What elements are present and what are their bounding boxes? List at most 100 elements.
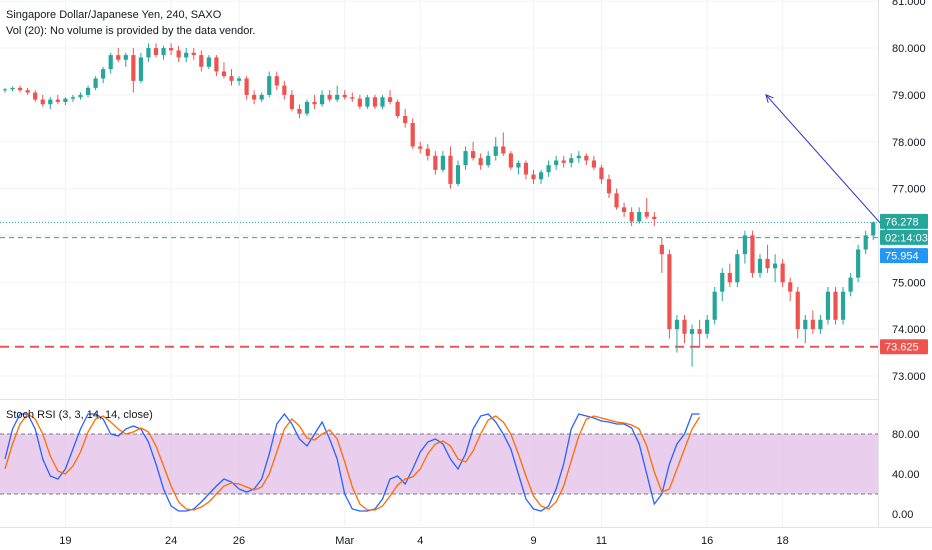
candle[interactable] — [848, 277, 853, 292]
candle[interactable] — [659, 244, 664, 255]
candle[interactable] — [312, 101, 317, 105]
candle[interactable] — [546, 165, 551, 173]
stoch-k-line[interactable] — [4, 412, 700, 512]
candle[interactable] — [229, 76, 234, 81]
candle[interactable] — [501, 146, 506, 154]
candle[interactable] — [486, 155, 491, 166]
candle[interactable] — [856, 249, 861, 278]
candle[interactable] — [471, 151, 476, 159]
candle[interactable] — [735, 254, 740, 283]
candle[interactable] — [335, 94, 340, 100]
candle[interactable] — [863, 235, 868, 250]
candle[interactable] — [244, 78, 249, 95]
candle[interactable] — [516, 162, 521, 168]
candle[interactable] — [833, 291, 838, 320]
stoch-rsi-pane[interactable] — [0, 412, 878, 512]
candle[interactable] — [440, 155, 445, 170]
candle[interactable] — [561, 160, 566, 163]
candle[interactable] — [705, 319, 710, 334]
candle[interactable] — [138, 57, 143, 81]
candle[interactable] — [720, 272, 725, 292]
candle[interactable] — [667, 254, 672, 330]
candle[interactable] — [25, 90, 30, 93]
projection-arrow[interactable] — [765, 94, 894, 238]
candle[interactable] — [433, 155, 438, 170]
candle[interactable] — [55, 99, 60, 102]
candle[interactable] — [840, 291, 846, 320]
candle[interactable] — [765, 258, 770, 269]
candle[interactable] — [478, 158, 483, 166]
candle[interactable] — [418, 146, 423, 149]
candle[interactable] — [123, 55, 128, 60]
candle[interactable] — [161, 48, 166, 56]
candle[interactable] — [448, 155, 453, 184]
stoch-d-line[interactable] — [4, 413, 701, 511]
candle[interactable] — [712, 291, 717, 320]
candle[interactable] — [493, 146, 498, 156]
candle[interactable] — [395, 101, 400, 116]
candle[interactable] — [274, 76, 279, 86]
candle[interactable] — [342, 94, 347, 98]
candle[interactable] — [773, 263, 778, 269]
candle[interactable] — [48, 99, 53, 105]
candle[interactable] — [750, 235, 755, 273]
candle[interactable] — [606, 179, 612, 194]
candle[interactable] — [508, 153, 513, 168]
candle[interactable] — [788, 282, 793, 292]
candle[interactable] — [85, 87, 91, 95]
candle[interactable] — [697, 329, 702, 334]
candle[interactable] — [425, 148, 430, 156]
candle[interactable] — [357, 98, 362, 107]
candle[interactable] — [682, 319, 687, 334]
candle[interactable] — [410, 123, 415, 147]
time-axis[interactable]: 19 24 26 Mar 4 9 11 16 18 — [59, 535, 789, 547]
candle[interactable] — [387, 97, 393, 102]
candle[interactable] — [259, 94, 264, 100]
price-label-level[interactable]: 75.954 — [880, 248, 928, 264]
candle[interactable] — [538, 172, 544, 180]
candle[interactable] — [622, 207, 627, 213]
candle[interactable] — [523, 162, 529, 175]
price-label-countdown[interactable]: 02:14:03 — [880, 229, 928, 245]
candle[interactable] — [350, 97, 355, 99]
candle[interactable] — [289, 94, 294, 109]
candle[interactable] — [18, 87, 23, 91]
candle[interactable] — [629, 212, 634, 222]
candle[interactable] — [199, 55, 204, 67]
candle[interactable] — [169, 48, 174, 51]
candle[interactable] — [689, 329, 695, 334]
candle[interactable] — [674, 319, 680, 330]
candle[interactable] — [176, 50, 181, 58]
candle[interactable] — [803, 319, 808, 330]
candle[interactable] — [267, 76, 272, 95]
candle[interactable] — [742, 235, 747, 255]
candle[interactable] — [599, 167, 604, 180]
candle[interactable] — [591, 160, 596, 168]
price-label-support[interactable]: 73.625 — [880, 339, 928, 355]
candle[interactable] — [146, 48, 151, 58]
candle[interactable] — [644, 212, 649, 217]
candle[interactable] — [531, 174, 536, 180]
candle[interactable] — [206, 57, 211, 67]
price-pane[interactable] — [0, 43, 894, 367]
candle[interactable] — [2, 89, 8, 91]
candle[interactable] — [221, 71, 227, 77]
price-label-last[interactable]: 76.278 — [880, 213, 928, 229]
candle[interactable] — [818, 319, 823, 330]
candle[interactable] — [63, 98, 68, 102]
candle[interactable] — [40, 99, 45, 105]
candle[interactable] — [236, 78, 242, 81]
candle[interactable] — [614, 193, 619, 208]
candle[interactable] — [327, 94, 332, 100]
candle[interactable] — [93, 78, 98, 88]
candle[interactable] — [455, 165, 461, 184]
candle[interactable] — [372, 97, 378, 107]
candle[interactable] — [33, 92, 38, 100]
candle[interactable] — [184, 52, 189, 58]
candle[interactable] — [10, 87, 15, 90]
candle[interactable] — [365, 97, 370, 107]
candle[interactable] — [78, 94, 83, 98]
candle[interactable] — [871, 222, 876, 236]
candle[interactable] — [101, 69, 106, 79]
candle[interactable] — [825, 291, 831, 320]
